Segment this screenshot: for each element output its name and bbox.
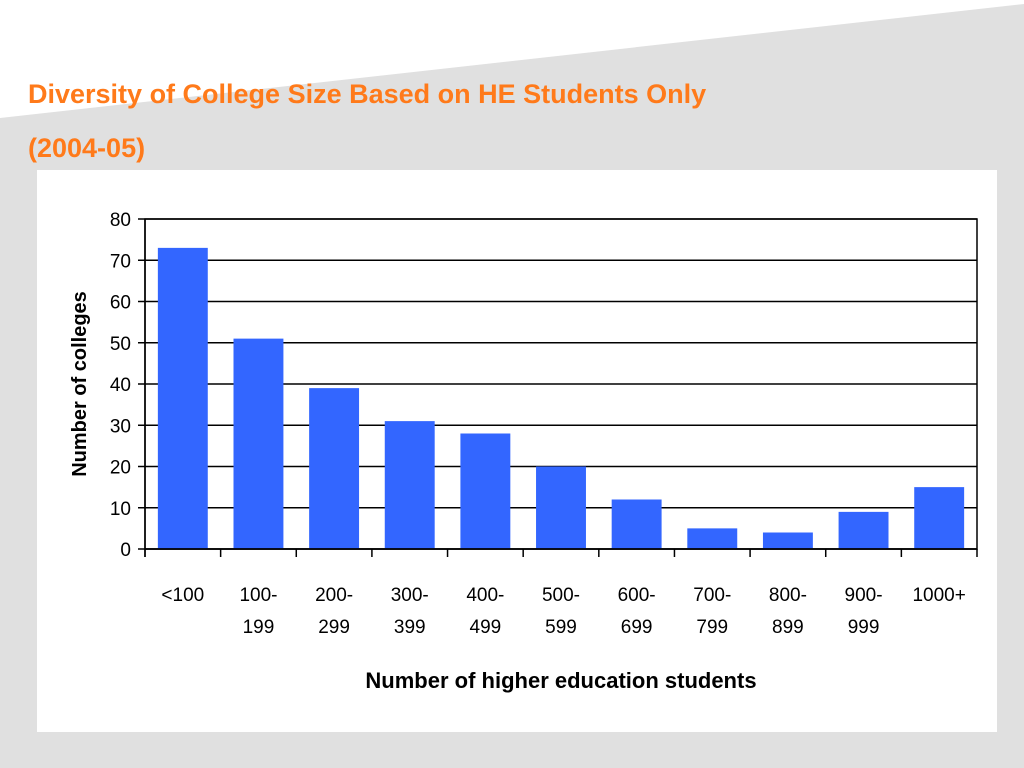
y-tick-label: 70 <box>110 251 131 272</box>
x-tick-label: 799 <box>696 617 728 638</box>
bar <box>762 532 813 549</box>
bar <box>687 528 738 549</box>
x-tick-label: 200- <box>315 585 353 606</box>
y-tick-label: 0 <box>120 540 131 561</box>
x-tick-label: 1000+ <box>912 585 965 606</box>
x-tick-label: 199 <box>243 617 275 638</box>
bar <box>611 499 662 549</box>
x-tick-label: 100- <box>239 585 277 606</box>
x-tick-label: <100 <box>161 585 204 606</box>
bar <box>536 466 586 549</box>
slide-title: Diversity of College Size Based on HE St… <box>28 79 707 109</box>
x-tick-label: 900- <box>845 585 883 606</box>
x-axis-title: Number of higher education students <box>365 668 756 693</box>
x-tick-label: 399 <box>394 617 426 638</box>
slide-subtitle: (2004-05) <box>28 133 146 163</box>
x-tick-label: 699 <box>621 617 653 638</box>
x-tick-label: 800- <box>769 585 807 606</box>
y-tick-label: 20 <box>110 458 131 479</box>
y-tick-label: 10 <box>110 499 131 520</box>
bar <box>460 433 511 549</box>
bar <box>233 338 284 549</box>
y-axis-title: Number of colleges <box>69 291 91 477</box>
x-tick-label: 299 <box>318 617 350 638</box>
bar <box>309 388 360 549</box>
x-tick-label: 599 <box>545 617 577 638</box>
y-tick-label: 30 <box>110 416 131 437</box>
y-tick-label: 50 <box>110 334 131 355</box>
bar <box>838 511 889 549</box>
x-tick-label: 700- <box>693 585 731 606</box>
y-tick-label: 40 <box>110 375 131 396</box>
bar <box>914 487 965 549</box>
x-tick-label: 300- <box>391 585 429 606</box>
chart-panel: 0 10 20 30 40 50 60 70 80 <100 100- 199 200- 299 300- 3… <box>37 170 997 732</box>
y-tick-label: 80 <box>110 210 131 231</box>
x-tick-label: 500- <box>542 585 580 606</box>
x-tick-label: 400- <box>466 585 504 606</box>
bar-chart: 0 10 20 30 40 50 60 70 80 <100 100- 199 200- 299 300- 3… <box>69 210 978 693</box>
bar <box>157 247 208 549</box>
y-tick-label: 60 <box>110 293 131 314</box>
bar <box>384 421 435 549</box>
x-tick-label: 600- <box>618 585 656 606</box>
x-tick-label: 499 <box>470 617 502 638</box>
x-tick-label: 999 <box>848 617 880 638</box>
x-tick-label: 899 <box>772 617 804 638</box>
